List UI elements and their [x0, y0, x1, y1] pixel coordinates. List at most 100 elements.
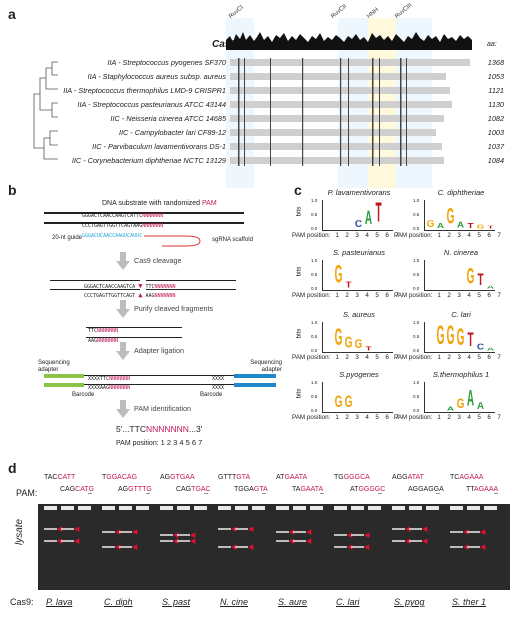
logo-xtick: 3 — [355, 414, 359, 421]
gel-band — [293, 506, 306, 510]
logo-xtick: 2 — [345, 414, 349, 421]
step-pam-identification: PAM identification — [134, 404, 191, 413]
logo-xtick: 2 — [345, 292, 349, 299]
cleavage-arrow-icon: ◀ — [132, 544, 138, 551]
logo-xtick: 4 — [365, 354, 369, 361]
pam-label: AGGATAT — [392, 474, 424, 481]
phylo-tree — [33, 61, 58, 160]
gel-band — [276, 531, 289, 533]
no-pam-dash: – — [320, 490, 324, 497]
fragment-top — [86, 327, 182, 329]
adapter-green-top — [44, 374, 84, 378]
cas9-ortholog-label: S. past — [162, 597, 191, 607]
logo-letter: C — [476, 343, 485, 352]
gel-band — [119, 506, 132, 510]
cleavage-arrow-icon: ◀ — [463, 544, 469, 551]
seq-adapter-right-label: Sequencing adapter — [250, 360, 282, 373]
cleavage-arrow-icon: ◀ — [289, 538, 295, 545]
sgrna-scaffold-loop — [144, 235, 201, 247]
logo-xtick: 5 — [477, 232, 481, 239]
down-arrow-icon — [116, 300, 130, 318]
logo-xtick: 3 — [355, 292, 359, 299]
strain-row: IIC - Campylobacter lari CF89-12 — [118, 128, 226, 137]
pam-label: TCAGAAA — [450, 474, 484, 481]
logo-ylabel: bits — [295, 206, 303, 217]
logo-letter: G — [344, 336, 353, 352]
gel-band — [450, 506, 463, 510]
logo-xtick: 7 — [497, 292, 501, 299]
logo-xtick: 6 — [385, 354, 389, 361]
pam-label: TAGAATA — [292, 486, 324, 493]
logo-letter: A — [456, 221, 465, 230]
strain-row: IIA - Streptococcus pyogenes SF370 — [107, 58, 226, 67]
cas9-ortholog-label: S. pyog — [394, 597, 425, 607]
pam-logo: S.thermophilus 1 1.0 0.5 0.0 A G A A PAM positio… — [394, 370, 504, 428]
logo-xtick: 5 — [375, 232, 379, 239]
pam-position-row: PAM position: 1 2 3 4 5 6 7 — [116, 438, 203, 447]
gel-band — [450, 531, 463, 533]
logo-ytick: 1.0 — [413, 198, 420, 203]
logo-letter: G — [446, 325, 455, 352]
logo-xtick: 2 — [447, 292, 451, 299]
aa-value: 1053 — [487, 72, 504, 81]
logo-ytick: 1.0 — [311, 198, 318, 203]
seq-top: GGGACTCAACCAAGTCATTCNNNNNNN — [82, 213, 164, 219]
cleavage-arrow-icon: ◀ — [480, 544, 486, 551]
gel-band — [426, 506, 439, 510]
logo-title: C. diphtheriae — [437, 188, 485, 197]
lysate-label: lysate — [14, 518, 25, 545]
seq-adapter-left-label: Sequencing adapter — [38, 360, 70, 373]
cleavage-arrow-icon: ◀ — [173, 538, 179, 545]
logo-ytick: 0.5 — [413, 272, 420, 277]
substrate-title: DNA substrate with randomized PAM — [102, 200, 217, 207]
cas9-label: Cas9 — [212, 39, 236, 50]
logo-xtick: 2 — [447, 354, 451, 361]
logo-axis — [322, 260, 393, 291]
logo-letter: G — [354, 339, 363, 352]
scaffold-label: sgRNA scaffold — [212, 237, 253, 243]
logo-ytick: 1.0 — [311, 380, 318, 385]
conserved-stripes — [238, 58, 407, 166]
logo-xtick: 7 — [395, 232, 399, 239]
cas9-ortholog-label: N. cine — [220, 597, 249, 607]
gel-band — [235, 546, 248, 548]
gel-band — [177, 540, 190, 542]
pam-label: AGGAGGA — [408, 486, 444, 493]
gel-band — [61, 506, 74, 510]
logo-axis — [424, 260, 495, 291]
aa-value: 1084 — [487, 156, 504, 165]
logo-xtick: 5 — [477, 292, 481, 299]
logo-xtick: 1 — [335, 414, 339, 421]
logo-letter: G — [334, 395, 343, 412]
logo-xtick: 1 — [335, 232, 339, 239]
logo-title: N. cinerea — [443, 248, 479, 257]
barcode-left-label: Barcode — [72, 392, 95, 398]
panel-b-letter: b — [8, 182, 17, 198]
logo-ytick: 0.5 — [311, 394, 318, 399]
gel-band — [61, 540, 74, 542]
logo-xtick: 3 — [457, 232, 461, 239]
logo-axis — [322, 200, 393, 231]
logo-xtick: 1 — [437, 414, 441, 421]
logo-xtick: 1 — [335, 354, 339, 361]
logo-letter: G — [456, 328, 465, 352]
cleaved-bottom-right — [146, 289, 236, 291]
gel-band — [218, 506, 231, 510]
pam-seq: 5'...TTCNNNNNNN...3' — [116, 424, 203, 434]
logo-xtick: 1 — [437, 232, 441, 239]
cleavage-arrow-icon: ◀ — [115, 544, 121, 551]
cleavage-arrow-icon: ◀ — [231, 544, 237, 551]
pam-label: AGGTTTG — [118, 486, 152, 493]
strain-row: IIA - Streptococcus thermophilus LMD-9 C… — [63, 86, 226, 95]
logo-axis — [424, 200, 495, 231]
gel-band — [160, 534, 173, 536]
logo-ytick: 0.0 — [413, 408, 420, 413]
no-pam-dash: – — [204, 490, 208, 497]
logo-letter: A — [486, 285, 495, 290]
gel-band — [293, 540, 306, 542]
alignment-bar — [230, 157, 444, 164]
